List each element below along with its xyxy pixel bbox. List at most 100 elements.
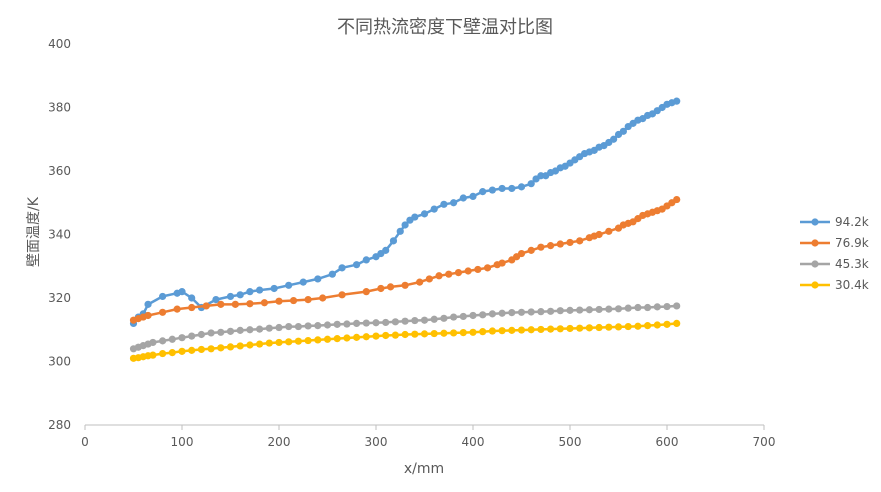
legend-label: 45.3k (835, 257, 869, 271)
x-tick-label: 0 (81, 435, 89, 449)
data-point (498, 327, 506, 335)
data-point (401, 281, 409, 289)
data-point (188, 294, 196, 302)
data-point (338, 264, 346, 272)
legend-item: 30.4k (800, 278, 869, 292)
data-point (644, 303, 652, 312)
data-point (256, 340, 264, 348)
data-point (527, 180, 535, 188)
y-tick-label: 400 (48, 37, 71, 51)
y-tick-label: 320 (48, 291, 71, 305)
data-point (362, 319, 370, 327)
legend-item: 94.2k (800, 215, 869, 229)
data-point (319, 294, 327, 302)
data-point (585, 324, 594, 332)
y-axis-ticks: 280 300 320 340 360 380 400 (48, 37, 71, 432)
data-point (527, 246, 535, 254)
data-point (483, 264, 492, 272)
data-point (459, 312, 467, 321)
data-point (430, 205, 438, 213)
data-point (338, 291, 346, 299)
y-tick-label: 340 (48, 228, 71, 242)
legend-marker (811, 239, 819, 247)
data-point (202, 302, 210, 310)
legend-label: 30.4k (835, 278, 869, 292)
data-point (508, 326, 516, 334)
data-point (556, 307, 564, 315)
data-point (469, 192, 477, 200)
data-point (537, 243, 545, 251)
data-point (411, 213, 419, 221)
data-point (231, 300, 239, 308)
data-point (459, 194, 467, 202)
series-94.2k (129, 97, 681, 327)
data-point (619, 127, 627, 135)
data-point (605, 227, 613, 235)
data-point (440, 314, 448, 322)
data-point (226, 327, 235, 335)
data-point (527, 308, 535, 316)
data-point (159, 349, 167, 358)
data-point (527, 326, 535, 334)
legend: 94.2k 76.9k 45.3k 30.4k (800, 215, 869, 292)
data-point (353, 333, 361, 341)
data-point (673, 302, 681, 310)
data-point (246, 300, 254, 308)
data-point (537, 325, 545, 334)
data-point (226, 292, 235, 301)
data-point (353, 319, 361, 327)
data-point (634, 303, 642, 312)
data-point (389, 237, 398, 245)
data-point (420, 316, 429, 324)
data-point (556, 240, 564, 248)
data-point (178, 288, 186, 296)
data-point (605, 305, 613, 313)
data-point (246, 326, 254, 334)
data-point (396, 227, 404, 235)
data-point (411, 330, 419, 338)
data-point (488, 310, 496, 318)
legend-label: 76.9k (835, 236, 869, 250)
x-tick-label: 600 (656, 435, 679, 449)
data-point (673, 195, 681, 204)
data-point (576, 306, 584, 314)
y-tick-label: 380 (48, 101, 71, 115)
y-tick-label: 360 (48, 164, 71, 178)
data-point (149, 351, 157, 359)
data-point (469, 328, 477, 336)
legend-marker (811, 281, 819, 289)
data-point (236, 326, 244, 334)
data-point (454, 269, 463, 277)
data-point (212, 295, 220, 304)
data-point (149, 338, 157, 347)
data-point (566, 306, 574, 314)
data-point (275, 338, 283, 347)
data-point (304, 295, 312, 304)
data-point (595, 323, 603, 332)
data-point (353, 261, 361, 269)
data-point (178, 347, 186, 355)
data-point (498, 309, 506, 317)
data-point (450, 199, 458, 207)
data-point (479, 311, 487, 319)
data-point (333, 320, 341, 328)
data-point (420, 210, 429, 218)
data-point (270, 284, 278, 293)
data-point (299, 278, 307, 286)
data-point (246, 341, 254, 349)
legend-item: 76.9k (800, 236, 869, 250)
data-point (673, 97, 681, 105)
data-point (488, 327, 496, 335)
data-point (464, 267, 472, 275)
data-point (479, 188, 487, 196)
data-point (314, 275, 322, 283)
data-point (343, 334, 351, 342)
data-point (566, 324, 574, 333)
data-point (401, 221, 409, 229)
data-point (314, 336, 322, 344)
data-point (517, 249, 526, 258)
data-point (294, 322, 302, 331)
data-point (159, 308, 167, 316)
data-point (362, 333, 370, 341)
